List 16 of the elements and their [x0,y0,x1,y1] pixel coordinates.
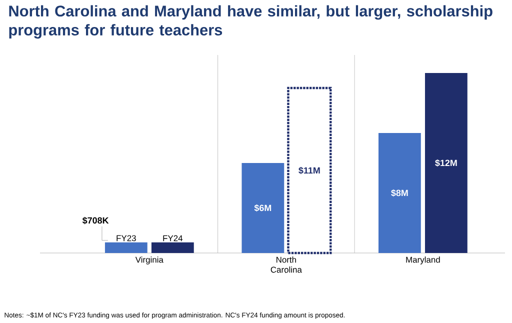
series-label: FY24 [163,235,183,242]
chart-title: North Carolina and Maryland have similar, but larger, scholarship programs for future teachers [9,5,492,39]
data-label: $12M [435,159,457,167]
data-label: $8M [391,189,408,197]
bar [151,242,194,253]
data-label: $6M [254,204,272,212]
x-tick-label: Virginia [135,256,164,264]
bar [424,72,468,253]
x-tick-label: North Carolina [270,256,302,273]
bar [242,163,284,253]
x-tick-label: Maryland [406,256,440,264]
series-label: FY23 [116,235,136,242]
data-label: $708K [82,216,109,224]
data-label: $11M [298,166,320,174]
bar [378,133,421,253]
bar [104,242,148,253]
